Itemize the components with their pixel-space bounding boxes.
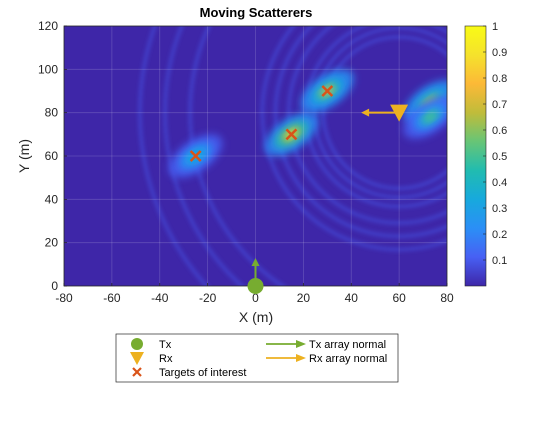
y-axis-ticks: 0 20 40 60 80 100 120 [38, 19, 67, 293]
x-tick-label: -80 [55, 291, 73, 305]
colorbar-tick-label: 0.2 [492, 229, 507, 241]
x-tick-label: -20 [199, 291, 217, 305]
y-tick-label: 120 [38, 19, 58, 33]
colorbar-tick-label: 0.1 [492, 255, 507, 267]
arrow-head [296, 340, 306, 348]
colorbar-ticks: 0.1 0.2 0.3 0.4 0.5 0.6 0.7 0.8 0.9 1 [483, 21, 507, 267]
range-arc [321, 35, 447, 190]
target-marker [321, 85, 334, 97]
target-stroke [321, 85, 334, 97]
legend-box [115, 333, 399, 383]
legend-label: Rx [159, 353, 173, 365]
range-arc [163, 26, 245, 286]
legend-tx-normal-symbol [266, 340, 306, 348]
y-tick-label: 20 [45, 236, 59, 250]
legend-rx-normal-symbol [266, 354, 306, 362]
legend-target-symbol [132, 367, 142, 377]
legend-tx-symbol [131, 338, 143, 350]
x-axis-label: X (m) [239, 309, 273, 325]
legend-label: Targets of interest [159, 367, 246, 379]
y-axis-label: Y (m) [16, 139, 32, 173]
range-arc [274, 26, 447, 238]
colorbar-tick-label: 0.6 [492, 125, 507, 137]
markers [189, 85, 409, 294]
target-stroke [132, 367, 142, 377]
y-tick-label: 80 [45, 106, 59, 120]
target-marker [285, 128, 298, 141]
target-stroke [285, 128, 298, 141]
legend-label: Rx array normal [309, 353, 387, 365]
x-tick-label: 0 [252, 291, 259, 305]
plot-background [64, 26, 447, 286]
range-arc [312, 26, 447, 199]
x-tick-label: 60 [392, 291, 406, 305]
range-arc [260, 26, 447, 251]
colorbar [464, 25, 487, 287]
x-tick-label: 40 [345, 291, 359, 305]
y-tick-label: 60 [45, 149, 59, 163]
rx-array-normal-arrow [361, 108, 400, 117]
heat-hotspot [425, 113, 436, 121]
chart-title: Moving Scatterers [200, 5, 313, 20]
colorbar-tick-label: 1 [492, 21, 498, 33]
colorbar-tick-label: 0.5 [492, 151, 507, 163]
x-tick-label: 20 [297, 291, 311, 305]
colorbar-tick-label: 0.3 [492, 203, 507, 215]
x-tick-label: -60 [103, 291, 121, 305]
grid-lines [64, 26, 447, 286]
x-tick-label: 80 [440, 291, 454, 305]
range-arc [303, 26, 447, 209]
colorbar-tick-label: 0.9 [492, 47, 507, 59]
arrow-head [251, 258, 260, 266]
legend-items: Tx Rx Targets of interest Tx array normal Rx… [130, 338, 387, 379]
tx-marker [247, 278, 264, 294]
colorbar-tick-label: 0.8 [492, 73, 507, 85]
y-tick-label: 40 [45, 192, 59, 206]
legend-rx-symbol [130, 352, 144, 365]
target-marker [189, 150, 202, 162]
colorbar-tick-label: 0.4 [492, 177, 507, 189]
legend: Tx Rx Targets of interest Tx array normal Rx… [115, 333, 399, 383]
y-tick-label: 100 [38, 62, 58, 76]
colorbar-tick-label: 0.7 [492, 99, 507, 111]
legend-label: Tx array normal [309, 339, 386, 351]
arrow-head [361, 108, 370, 117]
target-stroke [189, 150, 202, 162]
range-arc [138, 26, 209, 286]
range-arc [287, 26, 447, 225]
y-tick-label: 0 [51, 279, 58, 293]
legend-label: Tx [159, 339, 172, 351]
arrow-head [296, 354, 306, 362]
x-tick-label: -40 [151, 291, 169, 305]
x-axis-ticks: -80 -60 -40 -20 0 20 40 60 80 [55, 283, 454, 305]
range-arc [188, 26, 286, 286]
rx-marker [390, 104, 409, 122]
